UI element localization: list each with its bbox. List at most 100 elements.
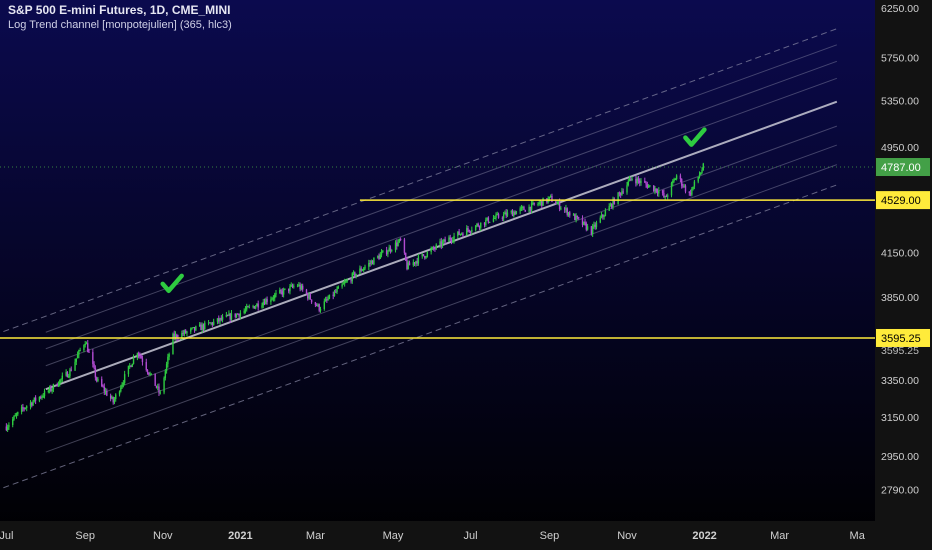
candle-body	[622, 191, 624, 193]
candle-body	[399, 239, 402, 241]
y-tick-label: 5750.00	[881, 53, 919, 65]
channel-band-line	[45, 77, 838, 367]
candle-body	[324, 299, 327, 302]
candle-body	[20, 407, 23, 413]
candle-body	[174, 334, 177, 338]
candle-body	[298, 284, 300, 286]
candle-body	[101, 379, 103, 386]
candle-body	[403, 239, 406, 253]
candle-body	[443, 239, 445, 242]
candle-body	[691, 188, 693, 195]
candle-body	[689, 192, 692, 195]
candle-body	[692, 186, 694, 189]
candle-body	[474, 225, 477, 231]
candle-body	[122, 382, 125, 385]
candle-body	[640, 180, 642, 183]
candle-body	[524, 210, 526, 212]
candle-body	[471, 230, 473, 232]
candle-body	[140, 355, 142, 359]
candle-body	[290, 285, 292, 287]
candle-body	[413, 262, 416, 264]
candle-body	[112, 397, 114, 403]
candle-body	[228, 313, 230, 316]
candle-body	[219, 318, 221, 322]
candle-body	[684, 185, 687, 192]
candle-body	[590, 226, 593, 235]
channel-band-line	[45, 144, 838, 433]
candle-body	[346, 280, 348, 282]
candle-body	[585, 223, 588, 230]
candle-body	[74, 361, 76, 371]
candle-body	[555, 201, 557, 205]
x-tick-label: 2022	[692, 530, 716, 542]
candle-body	[693, 181, 696, 187]
candle-body	[398, 239, 401, 242]
candle-body	[700, 172, 702, 175]
candle-body	[612, 198, 614, 208]
candle-body	[120, 387, 122, 392]
candle-body	[84, 343, 86, 346]
chart-title: S&P 500 E-mini Futures, 1D, CME_MINI	[8, 3, 231, 17]
candle-body	[502, 214, 505, 219]
candle-body	[466, 228, 468, 236]
candle-body	[658, 190, 660, 194]
candle-body	[289, 286, 291, 292]
candle-body	[238, 313, 240, 317]
candle-body	[360, 268, 362, 271]
candle-body	[149, 373, 151, 375]
candle-body	[5, 426, 8, 431]
y-tick-label-partial: 3595.25	[881, 345, 919, 357]
candle-body	[449, 237, 451, 240]
candle-body	[172, 333, 174, 355]
candle-body	[47, 390, 50, 392]
candle-body	[469, 231, 472, 233]
candle-body	[319, 308, 322, 311]
x-tick-label: Jul	[0, 530, 13, 542]
candle-body	[697, 176, 699, 182]
x-tick-label: Sep	[75, 530, 95, 542]
candle-body	[581, 218, 584, 225]
candle-body	[39, 396, 42, 398]
candle-body	[164, 371, 167, 378]
candle-body	[270, 299, 272, 302]
candle-body	[405, 252, 407, 261]
candle-body	[293, 286, 295, 288]
candle-body	[88, 351, 90, 353]
candle-body	[341, 284, 343, 287]
candle-body	[609, 203, 612, 207]
candle-body	[165, 364, 168, 372]
candle-body	[323, 301, 326, 309]
candle-body	[462, 233, 464, 236]
candle-body	[575, 215, 577, 221]
candle-body	[492, 218, 495, 222]
candle-body	[432, 247, 435, 249]
candle-body	[318, 304, 320, 311]
candle-body	[106, 390, 108, 396]
candle-body	[506, 212, 509, 216]
candle-body	[6, 427, 9, 431]
candle-body	[354, 272, 356, 277]
candle-body	[279, 290, 281, 293]
candle-body	[52, 384, 55, 390]
candle-body	[583, 221, 585, 225]
candle-body	[193, 326, 196, 331]
candle-body	[370, 260, 373, 264]
candle-body	[50, 386, 52, 391]
candle-body	[519, 208, 521, 212]
candle-body	[221, 316, 224, 320]
candle-body	[198, 324, 201, 327]
candle-body	[584, 221, 586, 224]
candle-body	[495, 214, 497, 218]
candle-body	[335, 291, 337, 293]
candle-body	[207, 322, 210, 324]
candle-body	[364, 266, 366, 269]
candle-body	[670, 183, 673, 196]
x-tick-label: 2021	[228, 530, 252, 542]
level-price-label: 4529.00	[881, 195, 921, 207]
candle-body	[66, 371, 69, 378]
candle-body	[43, 390, 46, 397]
candle-body	[663, 192, 665, 197]
candle-body	[22, 407, 24, 409]
candle-body	[296, 285, 299, 287]
